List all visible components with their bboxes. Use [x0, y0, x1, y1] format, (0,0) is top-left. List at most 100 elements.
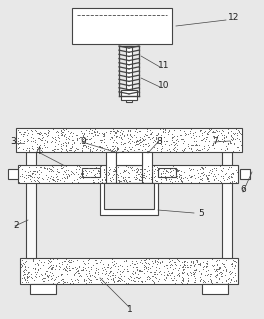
Point	[46, 277, 50, 282]
Point	[37, 179, 41, 184]
Point	[167, 271, 171, 276]
Point	[84, 278, 88, 283]
Point	[34, 275, 38, 280]
Point	[91, 134, 95, 139]
Point	[169, 257, 174, 262]
Point	[133, 138, 138, 143]
Point	[150, 263, 154, 268]
Point	[30, 170, 34, 175]
Point	[230, 264, 234, 269]
Point	[175, 133, 179, 138]
Point	[122, 178, 126, 183]
Point	[151, 273, 155, 278]
Point	[171, 273, 176, 278]
Point	[162, 138, 166, 143]
Point	[205, 176, 209, 181]
Point	[154, 137, 158, 142]
Point	[133, 128, 137, 133]
Point	[175, 166, 180, 171]
Point	[235, 135, 239, 140]
Point	[43, 137, 48, 142]
Point	[25, 137, 29, 142]
Point	[58, 264, 62, 269]
Point	[183, 258, 187, 263]
Point	[185, 272, 190, 277]
Point	[63, 148, 68, 153]
Point	[155, 146, 159, 151]
Point	[56, 260, 61, 265]
Point	[132, 132, 136, 137]
Point	[122, 167, 126, 172]
Point	[193, 129, 197, 134]
Point	[22, 131, 26, 136]
Point	[110, 134, 114, 139]
Point	[185, 263, 190, 268]
Point	[40, 277, 44, 282]
Point	[110, 259, 114, 264]
Point	[214, 168, 218, 173]
Point	[43, 272, 47, 277]
Point	[69, 148, 73, 153]
Point	[145, 129, 149, 134]
Point	[196, 179, 201, 184]
Point	[195, 142, 199, 147]
Point	[123, 145, 127, 150]
Point	[168, 166, 172, 171]
Point	[178, 176, 183, 181]
Point	[214, 166, 218, 171]
Point	[219, 168, 223, 173]
Point	[126, 269, 130, 274]
Point	[37, 273, 41, 278]
Point	[167, 257, 171, 262]
Point	[46, 127, 50, 132]
Point	[180, 278, 184, 283]
Point	[147, 135, 151, 140]
Text: 7: 7	[212, 137, 218, 146]
Point	[81, 266, 85, 271]
Point	[201, 259, 206, 264]
Point	[109, 179, 113, 184]
Point	[166, 129, 171, 134]
Point	[196, 261, 200, 266]
Point	[204, 148, 209, 153]
Point	[96, 266, 100, 271]
Point	[143, 264, 147, 269]
Point	[229, 175, 233, 180]
Point	[51, 280, 55, 286]
Point	[168, 173, 172, 178]
Point	[79, 129, 83, 134]
Point	[88, 137, 92, 142]
Point	[30, 168, 35, 173]
Point	[118, 269, 122, 274]
Point	[147, 256, 151, 262]
Point	[54, 171, 58, 176]
Point	[215, 257, 219, 263]
Point	[128, 136, 132, 141]
Point	[159, 177, 164, 182]
Point	[55, 169, 59, 174]
Point	[93, 257, 98, 263]
Point	[93, 277, 98, 282]
Bar	[142, 152, 152, 183]
Point	[119, 174, 123, 179]
Point	[96, 271, 100, 277]
Point	[68, 260, 72, 265]
Point	[164, 273, 169, 278]
Point	[143, 142, 147, 147]
Point	[220, 271, 224, 276]
Point	[171, 266, 175, 271]
Point	[103, 267, 107, 272]
Point	[92, 179, 96, 184]
Point	[167, 176, 171, 182]
Point	[36, 131, 41, 136]
Point	[60, 279, 65, 284]
Point	[114, 133, 119, 138]
Point	[147, 142, 151, 147]
Point	[155, 133, 159, 138]
Point	[69, 277, 73, 282]
Point	[115, 133, 119, 138]
Point	[197, 129, 202, 134]
Point	[155, 260, 160, 265]
Point	[49, 266, 53, 271]
Point	[30, 131, 34, 137]
